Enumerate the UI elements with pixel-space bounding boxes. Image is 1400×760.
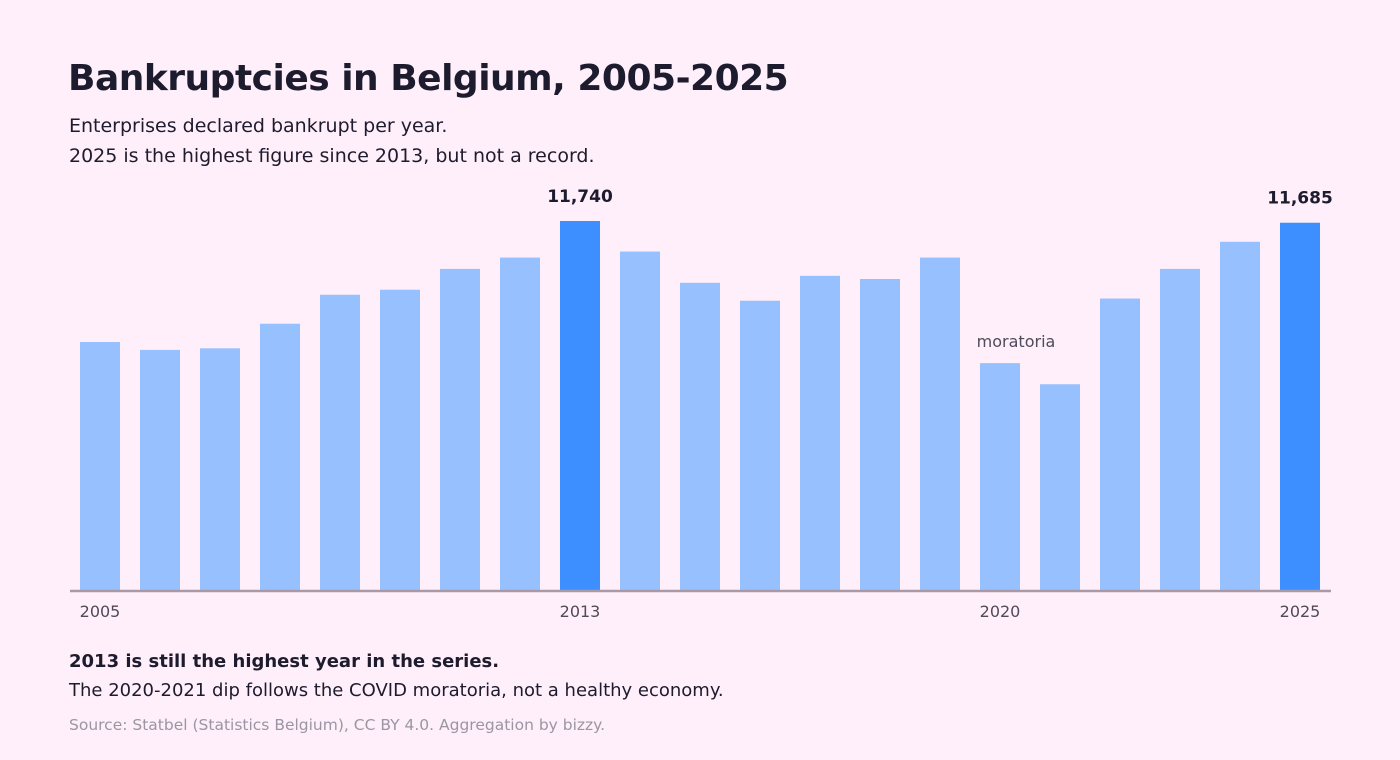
bar-2012 [500, 257, 540, 591]
bar-2015 [680, 282, 720, 591]
bar-2016 [740, 300, 780, 591]
x-tick-label-2005: 2005 [80, 602, 121, 621]
bar-2009 [320, 294, 360, 591]
bar-2022 [1100, 298, 1140, 591]
x-tick-label-2013: 2013 [560, 602, 601, 621]
bar-2008 [260, 323, 300, 591]
chart-subtitle-line-1: Enterprises declared bankrupt per year. [69, 115, 448, 137]
bar-2010 [380, 289, 420, 591]
x-tick-label-2025: 2025 [1280, 602, 1321, 621]
bar-2023 [1160, 268, 1200, 591]
source-note: Source: Statbel (Statistics Belgium), CC… [69, 716, 606, 734]
bar-2021 [1040, 384, 1080, 591]
takeaway-highlight: 2013 is still the highest year in the se… [69, 651, 500, 672]
bar-2018 [860, 278, 900, 591]
bar-2011 [440, 268, 480, 591]
bar-2007 [200, 348, 240, 591]
annotation-moratoria: moratoria [977, 332, 1056, 351]
takeaway-note: The 2020-2021 dip follows the COVID mora… [69, 680, 724, 701]
bar-chart: 2005 2013 2020 2025 11,740 11,685 moratoria [70, 187, 1333, 621]
bar-2013 [560, 221, 600, 591]
bar-2020 [980, 363, 1020, 591]
data-label-2025: 11,685 [1267, 189, 1333, 209]
chart-subtitle-line-2: 2025 is the highest figure since 2013, b… [69, 145, 595, 167]
bar-2014 [620, 251, 660, 592]
chart-title: Bankruptcies in Belgium, 2005-2025 [68, 58, 789, 99]
bar-2019 [920, 257, 960, 591]
bar-2006 [140, 349, 180, 591]
bar-2025 [1280, 222, 1320, 591]
bar-2005 [80, 342, 120, 591]
bar-2024 [1220, 241, 1260, 592]
data-label-2013: 11,740 [547, 187, 613, 207]
bar-2017 [800, 275, 840, 591]
x-tick-label-2020: 2020 [980, 602, 1021, 621]
